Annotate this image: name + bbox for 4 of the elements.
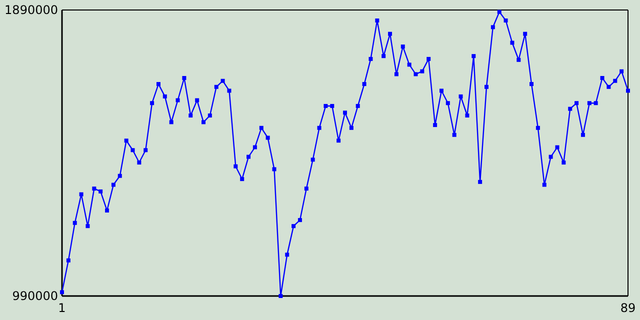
- x-tick-label: 1: [58, 301, 66, 315]
- x-tick-label: 89: [620, 301, 636, 315]
- y-tick-label: 990000: [12, 289, 58, 304]
- y-tick-label: 1890000: [4, 3, 58, 18]
